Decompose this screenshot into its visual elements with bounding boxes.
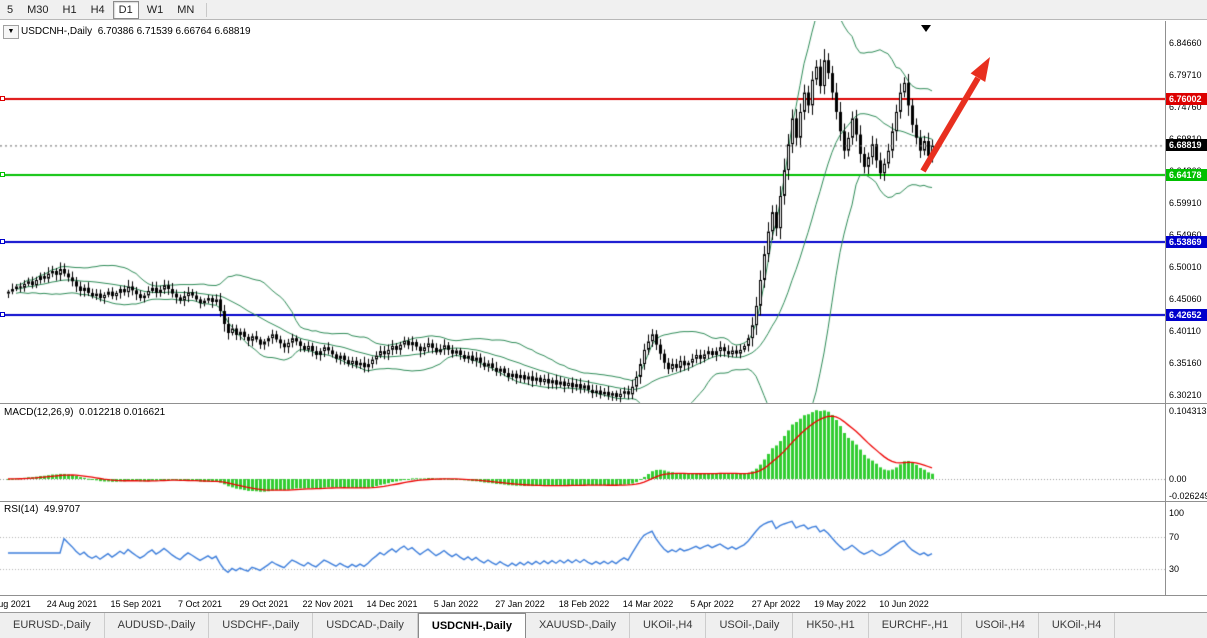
date-axis-label: 27 Apr 2022 (751, 599, 801, 609)
date-axis-label: 5 Jan 2022 (433, 599, 479, 609)
date-axis-label: 7 Oct 2021 (177, 599, 223, 609)
date-axis-label: 27 Jan 2022 (495, 599, 545, 609)
price-axis-label: 6.45060 (1169, 294, 1202, 304)
chart-tab-eurusd-daily[interactable]: EURUSD-,Daily (0, 613, 105, 638)
price-axis-label: 6.54960 (1169, 230, 1202, 240)
date-axis-label: 29 Oct 2021 (239, 599, 289, 609)
price-axis-label: 6.35160 (1169, 358, 1202, 368)
chart-canvas[interactable] (0, 21, 1165, 595)
price-level-tag[interactable]: 6.76002 (1166, 93, 1207, 105)
price-level-tag[interactable]: 6.53869 (1166, 236, 1207, 248)
chart-tab-usoil-h4[interactable]: USOil-,H4 (962, 613, 1039, 638)
chart-dropdown-button[interactable]: ▼ (3, 25, 19, 39)
chart-title: USDCNH-,Daily 6.70386 6.71539 6.66764 6.… (21, 26, 251, 37)
chart-shift-marker[interactable] (921, 25, 931, 32)
price-axis-label: 6.84660 (1169, 38, 1202, 48)
date-axis[interactable]: 2 Aug 2021 24 Aug 2021 15 Sep 2021 7 Oct 20… (0, 595, 1207, 612)
level-anchor[interactable] (0, 312, 5, 317)
chart-tab-usoil-daily[interactable]: USOil-,Daily (706, 613, 794, 638)
period-button-W1[interactable]: W1 (141, 1, 170, 19)
rsi-indicator-name: RSI(14) (4, 504, 39, 515)
chart-tab-ukoil-h4[interactable]: UKOil-,H4 (630, 613, 707, 638)
toolbar-separator (206, 2, 208, 17)
date-axis-label: 2 Aug 2021 (0, 599, 31, 609)
current-price-tag: 6.68819 (1166, 139, 1207, 151)
level-anchor[interactable] (0, 172, 5, 177)
macd-axis-label: -0.026249 (1169, 491, 1207, 501)
macd-indicator-name: MACD(12,26,9) (4, 407, 74, 418)
level-anchor[interactable] (0, 96, 5, 101)
price-axis-label: 6.30210 (1169, 390, 1202, 400)
chart-tab-usdchf-daily[interactable]: USDCHF-,Daily (209, 613, 314, 638)
price-level-tag[interactable]: 6.64178 (1166, 169, 1207, 181)
chart-tab-eurchf-h1[interactable]: EURCHF-,H1 (869, 613, 963, 638)
price-axis-label: 6.40110 (1169, 326, 1201, 336)
level-anchor[interactable] (0, 239, 5, 244)
date-axis-label: 15 Sep 2021 (110, 599, 162, 609)
rsi-title: RSI(14) 49.9707 (4, 504, 80, 515)
macd-axis-label: 0.104313 (1169, 406, 1207, 416)
price-axis-label: 6.79710 (1169, 70, 1202, 80)
macd-axis-label: 0.00 (1169, 474, 1187, 484)
chart-tab-hk50-h1[interactable]: HK50-,H1 (793, 613, 869, 638)
period-button-MN[interactable]: MN (171, 1, 200, 19)
period-button-M30[interactable]: M30 (21, 1, 54, 19)
date-axis-label: 19 May 2022 (813, 599, 867, 609)
rsi-axis-label: 100 (1169, 508, 1185, 518)
rsi-pane-separator[interactable] (0, 501, 1207, 502)
period-button-D1[interactable]: D1 (112, 0, 139, 19)
date-axis-label: 18 Feb 2022 (558, 599, 610, 609)
macd-values: 0.012218 0.016621 (79, 407, 166, 418)
date-axis-label: 22 Nov 2021 (302, 599, 354, 609)
period-button-5[interactable]: 5 (1, 1, 19, 19)
chart-region: ▼ USDCNH-,Daily 6.70386 6.71539 6.66764 … (0, 21, 1207, 612)
price-axis-label: 6.59910 (1169, 198, 1202, 208)
chart-tab-usdcnh-daily[interactable]: USDCNH-,Daily (417, 613, 526, 638)
date-axis-label: 10 Jun 2022 (879, 599, 929, 609)
macd-pane-separator[interactable] (0, 403, 1207, 404)
rsi-value: 49.9707 (44, 504, 81, 515)
chart-title-ohlc: 6.70386 6.71539 6.66764 6.68819 (97, 26, 251, 37)
price-level-tag[interactable]: 6.42652 (1166, 309, 1207, 321)
price-axis-label: 6.50010 (1169, 262, 1202, 272)
period-button-H1[interactable]: H1 (57, 1, 83, 19)
price-axis-label: 6.74760 (1169, 102, 1202, 112)
period-button-H4[interactable]: H4 (85, 1, 111, 19)
chart-tab-audusd-daily[interactable]: AUDUSD-,Daily (105, 613, 210, 638)
chart-tab-ukoil-h4[interactable]: UKOil-,H4 (1039, 613, 1116, 638)
price-axis-separator (1165, 21, 1166, 595)
chart-tab-usdcad-daily[interactable]: USDCAD-,Daily (313, 613, 418, 638)
date-axis-label: 24 Aug 2021 (46, 599, 98, 609)
chart-tab-bar: EURUSD-,Daily AUDUSD-,Daily USDCHF-,Daily U… (0, 612, 1207, 638)
date-axis-label: 5 Apr 2022 (690, 599, 734, 609)
rsi-axis-label: 30 (1169, 564, 1180, 574)
macd-title: MACD(12,26,9) 0.012218 0.016621 (4, 407, 165, 418)
rsi-axis-label: 70 (1169, 532, 1180, 542)
period-toolbar: 5 M30 H1 H4 D1 W1 MN (0, 0, 1207, 20)
date-axis-label: 14 Dec 2021 (366, 599, 418, 609)
date-axis-label: 14 Mar 2022 (622, 599, 674, 609)
chart-tab-xauusd-daily[interactable]: XAUUSD-,Daily (526, 613, 630, 638)
chart-title-symbol: USDCNH-,Daily (21, 26, 93, 37)
